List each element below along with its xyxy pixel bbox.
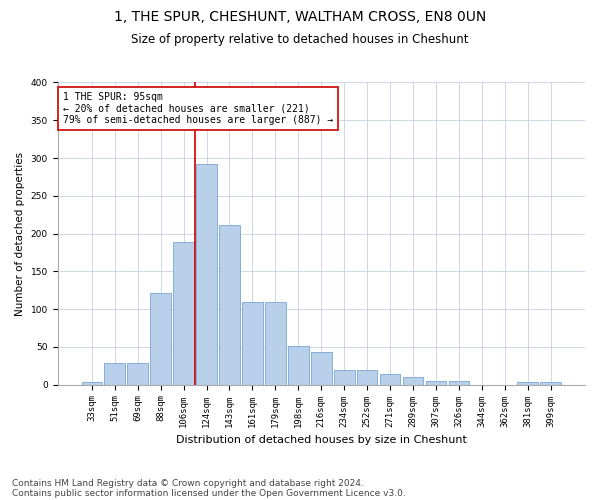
Bar [357, 370, 377, 384]
Bar [219, 226, 240, 384]
Bar [196, 164, 217, 384]
Bar [104, 363, 125, 384]
Bar [380, 374, 400, 384]
Bar [288, 346, 308, 385]
Bar [403, 377, 424, 384]
Bar [425, 381, 446, 384]
Bar [173, 242, 194, 384]
Text: 1 THE SPUR: 95sqm
← 20% of detached houses are smaller (221)
79% of semi-detache: 1 THE SPUR: 95sqm ← 20% of detached hous… [63, 92, 333, 125]
Bar [82, 382, 102, 384]
Bar [127, 363, 148, 384]
Y-axis label: Number of detached properties: Number of detached properties [15, 152, 25, 316]
Bar [334, 370, 355, 384]
Bar [449, 381, 469, 384]
Text: 1, THE SPUR, CHESHUNT, WALTHAM CROSS, EN8 0UN: 1, THE SPUR, CHESHUNT, WALTHAM CROSS, EN… [114, 10, 486, 24]
Text: Contains public sector information licensed under the Open Government Licence v3: Contains public sector information licen… [12, 488, 406, 498]
Text: Size of property relative to detached houses in Cheshunt: Size of property relative to detached ho… [131, 32, 469, 46]
X-axis label: Distribution of detached houses by size in Cheshunt: Distribution of detached houses by size … [176, 435, 467, 445]
Text: Contains HM Land Registry data © Crown copyright and database right 2024.: Contains HM Land Registry data © Crown c… [12, 478, 364, 488]
Bar [541, 382, 561, 384]
Bar [517, 382, 538, 384]
Bar [311, 352, 332, 384]
Bar [151, 292, 171, 384]
Bar [265, 302, 286, 384]
Bar [242, 302, 263, 384]
